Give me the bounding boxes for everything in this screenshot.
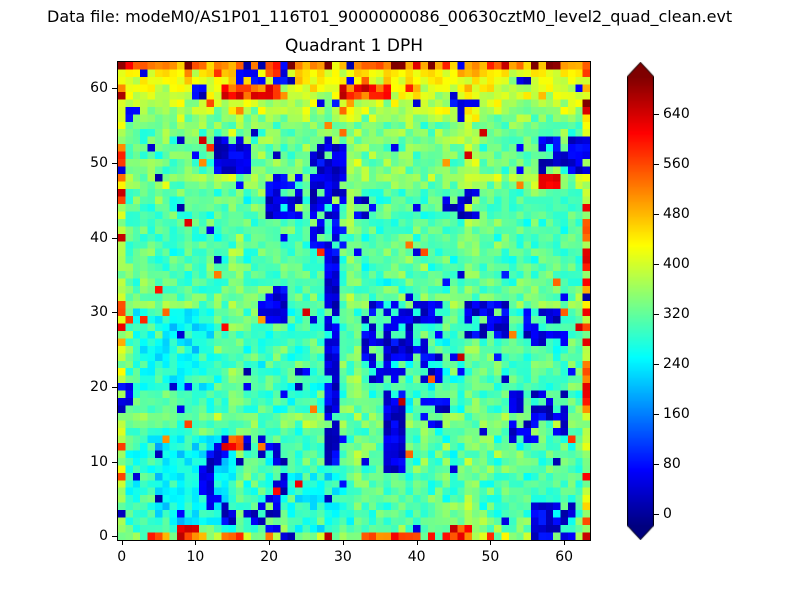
heatmap-plot-area	[117, 61, 591, 541]
colorbar-tick-mark	[654, 263, 659, 265]
colorbar-tick-label: 0	[663, 505, 672, 522]
colorbar-tick-label: 240	[663, 355, 690, 372]
colorbar-tick-label: 480	[663, 205, 690, 222]
x-tick-label: 10	[186, 549, 205, 565]
heatmap-canvas	[118, 62, 590, 540]
y-tick-mark	[112, 237, 117, 239]
x-tick-label: 30	[334, 549, 352, 565]
colorbar-tick-mark	[654, 313, 659, 315]
colorbar-tick-label: 560	[663, 155, 690, 172]
y-tick-label: 30	[90, 304, 108, 321]
colorbar-tick-mark	[654, 463, 659, 465]
colorbar-tick-label: 80	[663, 455, 681, 472]
y-tick-mark	[112, 461, 117, 463]
y-tick-label: 40	[90, 229, 108, 246]
colorbar-tick-label: 320	[663, 305, 690, 322]
colorbar-tick-mark	[654, 413, 659, 415]
y-tick-label: 20	[90, 378, 108, 395]
x-tick-label: 40	[407, 549, 426, 565]
data-file-label: Data file: modeM0/AS1P01_116T01_90000000…	[47, 7, 733, 26]
y-tick-mark	[112, 386, 117, 388]
colorbar-tick-label: 400	[663, 255, 690, 272]
colorbar-tick-mark	[654, 363, 659, 365]
colorbar-tick-label: 640	[663, 105, 690, 122]
x-tick-mark	[269, 540, 271, 545]
chart-title: Quadrant 1 DPH	[285, 36, 423, 56]
x-tick-mark	[416, 540, 418, 545]
colorbar	[627, 62, 654, 540]
y-tick-label: 10	[90, 453, 108, 470]
x-tick-mark	[342, 540, 344, 545]
x-tick-mark	[121, 540, 123, 545]
x-tick-label: 50	[481, 549, 500, 565]
colorbar-tick-mark	[654, 213, 659, 215]
y-tick-label: 0	[99, 528, 108, 545]
colorbar-tick-mark	[654, 513, 659, 515]
colorbar-tick-label: 160	[663, 405, 690, 422]
y-tick-mark	[112, 88, 117, 90]
x-tick-label: 0	[117, 549, 127, 565]
x-tick-label: 60	[555, 549, 574, 565]
x-tick-label: 20	[260, 549, 279, 565]
y-tick-label: 50	[90, 154, 108, 171]
x-tick-mark	[564, 540, 566, 545]
x-tick-mark	[195, 540, 197, 545]
colorbar-tick-mark	[654, 113, 659, 115]
x-tick-mark	[490, 540, 492, 545]
colorbar-tick-mark	[654, 163, 659, 165]
y-tick-mark	[112, 536, 117, 538]
y-tick-label: 60	[90, 80, 108, 97]
y-tick-mark	[112, 312, 117, 314]
y-tick-mark	[112, 162, 117, 164]
